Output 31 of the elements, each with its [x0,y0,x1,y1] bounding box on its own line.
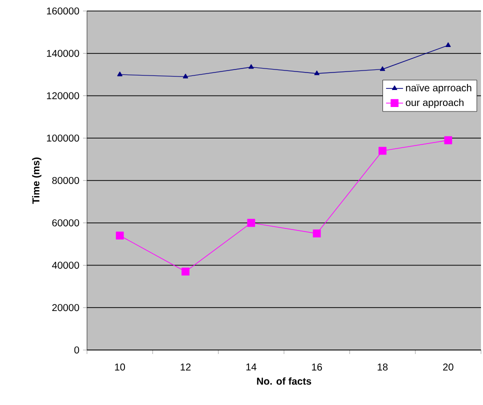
point [314,70,320,76]
x-tick-label: 10 [115,364,125,371]
y-tick-label: 60000 [52,219,80,226]
point [378,146,386,155]
y-tick-label: 160000 [47,7,80,15]
legend-label: our approach [406,98,464,108]
point [380,66,386,71]
point [446,42,451,47]
point [116,232,124,240]
point [248,64,254,69]
x-tick-label: 16 [312,364,322,371]
point [247,218,256,227]
y-tick-label: 0 [74,346,80,354]
y-tick-label: 100000 [47,134,80,142]
point [117,72,122,76]
x-tick-label: 12 [180,364,191,370]
y-tick-label: 120000 [47,92,80,100]
y-tick-label: 140000 [47,50,80,57]
point [444,136,452,144]
x-axis-title: No. of facts [257,377,312,385]
x-tick-label: 14 [246,364,256,370]
legend-label: naïve aprroach [406,84,472,94]
y-axis-title: Time (ms) [32,158,42,204]
point [312,230,321,238]
point [182,268,190,276]
y-tick-label: 40000 [52,262,80,269]
y-tick-label: 20000 [52,304,80,312]
x-tick-label: 20 [443,364,454,371]
y-tick-label: 80000 [52,176,80,184]
x-tick-label: 18 [378,364,388,371]
point [182,74,188,78]
